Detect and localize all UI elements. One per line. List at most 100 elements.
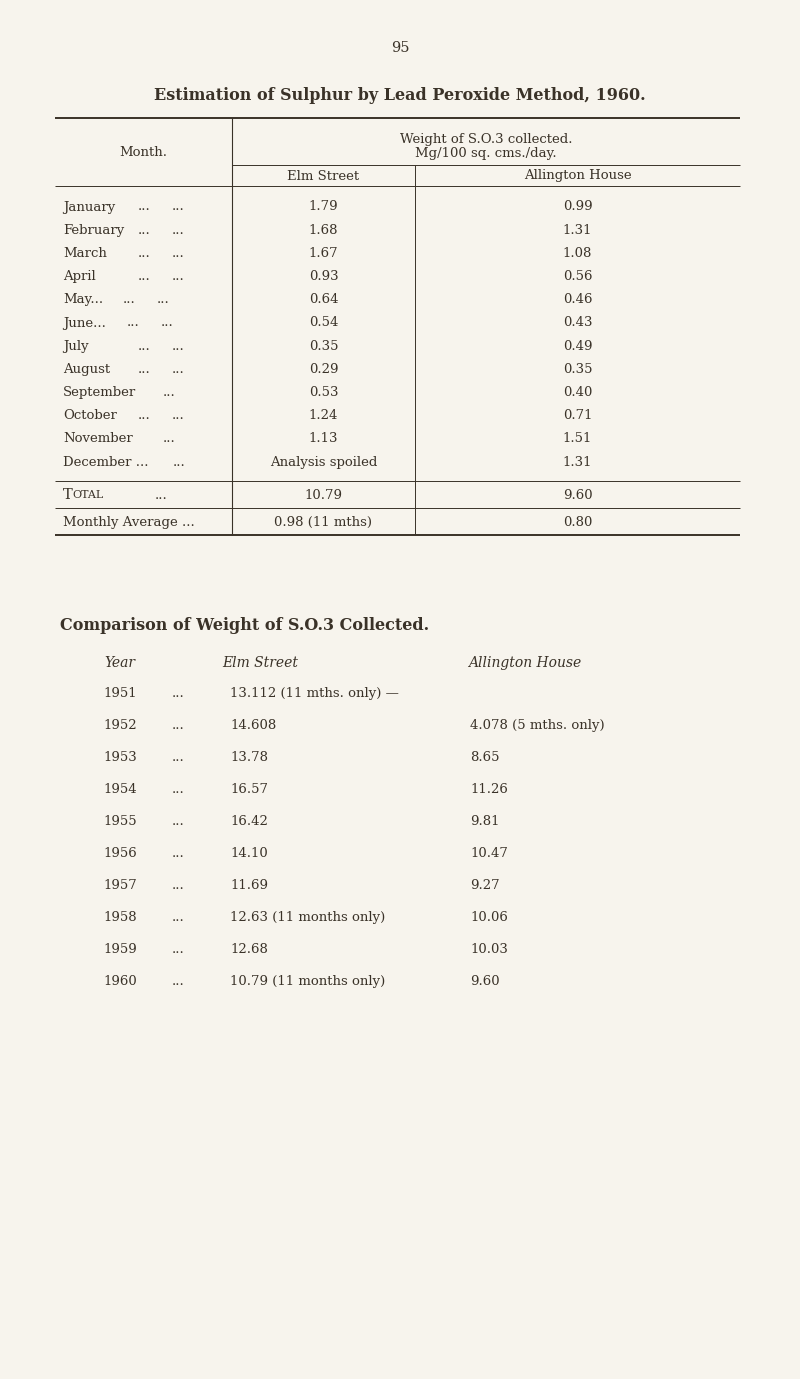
Text: 1954: 1954 bbox=[103, 783, 137, 796]
Text: 0.98 (11 mths): 0.98 (11 mths) bbox=[274, 516, 373, 530]
Text: 1953: 1953 bbox=[103, 752, 137, 764]
Text: ...: ... bbox=[161, 317, 174, 330]
Text: 95: 95 bbox=[390, 41, 410, 55]
Text: 8.65: 8.65 bbox=[470, 752, 499, 764]
Text: 1952: 1952 bbox=[103, 718, 137, 732]
Text: T: T bbox=[63, 488, 73, 502]
Text: 13.78: 13.78 bbox=[230, 752, 268, 764]
Text: March: March bbox=[63, 247, 107, 259]
Text: May...: May... bbox=[63, 294, 103, 306]
Text: ...: ... bbox=[138, 270, 150, 283]
Text: 0.46: 0.46 bbox=[562, 294, 592, 306]
Text: 1959: 1959 bbox=[103, 943, 137, 956]
Text: 12.63 (11 months only): 12.63 (11 months only) bbox=[230, 912, 386, 924]
Text: ...: ... bbox=[138, 363, 150, 376]
Text: April: April bbox=[63, 270, 96, 283]
Text: Weight of S.O.3 collected.: Weight of S.O.3 collected. bbox=[400, 134, 572, 146]
Text: 0.99: 0.99 bbox=[562, 200, 592, 214]
Text: 11.26: 11.26 bbox=[470, 783, 508, 796]
Text: ...: ... bbox=[172, 718, 184, 732]
Text: Allington House: Allington House bbox=[468, 656, 582, 670]
Text: 1.13: 1.13 bbox=[309, 433, 338, 445]
Text: Allington House: Allington House bbox=[524, 170, 631, 182]
Text: ...: ... bbox=[172, 752, 184, 764]
Text: 4.078 (5 mths. only): 4.078 (5 mths. only) bbox=[470, 718, 605, 732]
Text: 11.69: 11.69 bbox=[230, 878, 268, 892]
Text: October: October bbox=[63, 410, 117, 422]
Text: ...: ... bbox=[155, 490, 168, 502]
Text: ...: ... bbox=[172, 363, 185, 376]
Text: Analysis spoiled: Analysis spoiled bbox=[270, 455, 377, 469]
Text: ...: ... bbox=[172, 783, 184, 796]
Text: 0.80: 0.80 bbox=[563, 516, 592, 530]
Text: 1957: 1957 bbox=[103, 878, 137, 892]
Text: 0.53: 0.53 bbox=[309, 386, 338, 399]
Text: Estimation of Sulphur by Lead Peroxide Method, 1960.: Estimation of Sulphur by Lead Peroxide M… bbox=[154, 87, 646, 103]
Text: ...: ... bbox=[172, 815, 184, 827]
Text: ...: ... bbox=[123, 294, 136, 306]
Text: Month.: Month. bbox=[119, 146, 167, 159]
Text: 14.10: 14.10 bbox=[230, 847, 268, 860]
Text: ...: ... bbox=[172, 247, 185, 259]
Text: ...: ... bbox=[173, 455, 186, 469]
Text: 1.24: 1.24 bbox=[309, 410, 338, 422]
Text: 0.49: 0.49 bbox=[562, 339, 592, 353]
Text: 1.31: 1.31 bbox=[562, 455, 592, 469]
Text: 10.47: 10.47 bbox=[470, 847, 508, 860]
Text: 0.29: 0.29 bbox=[309, 363, 338, 376]
Text: 1956: 1956 bbox=[103, 847, 137, 860]
Text: ...: ... bbox=[138, 339, 150, 353]
Text: ...: ... bbox=[172, 912, 184, 924]
Text: 0.56: 0.56 bbox=[562, 270, 592, 283]
Text: August: August bbox=[63, 363, 110, 376]
Text: ...: ... bbox=[172, 975, 184, 987]
Text: December ...: December ... bbox=[63, 455, 149, 469]
Text: ...: ... bbox=[172, 223, 185, 237]
Text: 0.93: 0.93 bbox=[309, 270, 338, 283]
Text: November: November bbox=[63, 433, 133, 445]
Text: ...: ... bbox=[172, 270, 185, 283]
Text: Year: Year bbox=[105, 656, 135, 670]
Text: ...: ... bbox=[172, 878, 184, 892]
Text: ...: ... bbox=[138, 247, 150, 259]
Text: 0.35: 0.35 bbox=[562, 363, 592, 376]
Text: 10.79 (11 months only): 10.79 (11 months only) bbox=[230, 975, 386, 987]
Text: June...: June... bbox=[63, 317, 106, 330]
Text: ...: ... bbox=[172, 943, 184, 956]
Text: 16.42: 16.42 bbox=[230, 815, 268, 827]
Text: 0.40: 0.40 bbox=[563, 386, 592, 399]
Text: 10.06: 10.06 bbox=[470, 912, 508, 924]
Text: February: February bbox=[63, 223, 124, 237]
Text: ...: ... bbox=[138, 223, 150, 237]
Text: ...: ... bbox=[172, 687, 184, 701]
Text: Mg/100 sq. cms./day.: Mg/100 sq. cms./day. bbox=[415, 148, 557, 160]
Text: 10.03: 10.03 bbox=[470, 943, 508, 956]
Text: 1958: 1958 bbox=[103, 912, 137, 924]
Text: 1.51: 1.51 bbox=[563, 433, 592, 445]
Text: 9.60: 9.60 bbox=[470, 975, 500, 987]
Text: OTAL: OTAL bbox=[72, 491, 103, 501]
Text: ...: ... bbox=[172, 339, 185, 353]
Text: ...: ... bbox=[138, 200, 150, 214]
Text: 0.71: 0.71 bbox=[562, 410, 592, 422]
Text: ...: ... bbox=[157, 294, 170, 306]
Text: 0.35: 0.35 bbox=[309, 339, 338, 353]
Text: 0.54: 0.54 bbox=[309, 317, 338, 330]
Text: ...: ... bbox=[172, 200, 185, 214]
Text: 1951: 1951 bbox=[103, 687, 137, 701]
Text: January: January bbox=[63, 200, 115, 214]
Text: 9.81: 9.81 bbox=[470, 815, 499, 827]
Text: 9.60: 9.60 bbox=[562, 490, 592, 502]
Text: Comparison of Weight of S.O.3 Collected.: Comparison of Weight of S.O.3 Collected. bbox=[60, 616, 429, 634]
Text: 0.43: 0.43 bbox=[562, 317, 592, 330]
Text: ...: ... bbox=[172, 847, 184, 860]
Text: 10.79: 10.79 bbox=[305, 490, 342, 502]
Text: 13.112 (11 mths. only) —: 13.112 (11 mths. only) — bbox=[230, 687, 399, 701]
Text: 14.608: 14.608 bbox=[230, 718, 276, 732]
Text: ...: ... bbox=[138, 410, 150, 422]
Text: September: September bbox=[63, 386, 136, 399]
Text: 1960: 1960 bbox=[103, 975, 137, 987]
Text: ...: ... bbox=[127, 317, 140, 330]
Text: Monthly Average ...: Monthly Average ... bbox=[63, 516, 194, 530]
Text: 1.08: 1.08 bbox=[563, 247, 592, 259]
